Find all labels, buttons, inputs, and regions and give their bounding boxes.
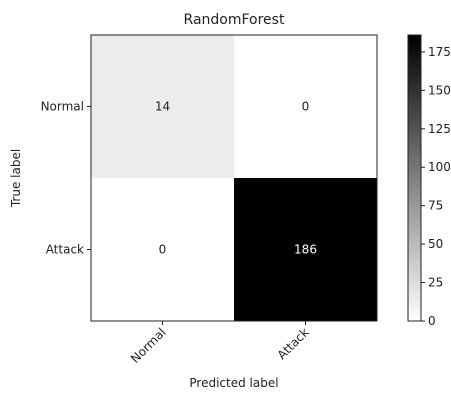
colorbar-tick-label: 0 xyxy=(428,314,436,328)
heatmap-cell xyxy=(234,35,377,178)
cell-value-label: 0 xyxy=(159,243,167,257)
heatmap-cells xyxy=(91,35,377,321)
heatmap-cell xyxy=(91,35,234,178)
colorbar xyxy=(407,34,422,322)
y-tick-label: Normal xyxy=(41,100,84,114)
colorbar-tick-label: 50 xyxy=(428,237,443,251)
cell-value-label: 0 xyxy=(302,100,310,114)
x-tick-label: Attack xyxy=(275,325,312,362)
heatmap-cell xyxy=(234,178,377,321)
y-axis-label: True label xyxy=(9,149,23,208)
colorbar-tick-label: 100 xyxy=(428,160,451,174)
colorbar-tick-label: 175 xyxy=(428,45,451,59)
plot-frame xyxy=(90,34,378,322)
cell-value-labels: 14 0 0 186 xyxy=(155,100,317,257)
x-tick-label: Normal xyxy=(128,325,169,366)
heatmap-cell xyxy=(91,178,234,321)
y-tick-label: Attack xyxy=(46,243,84,257)
y-axis-ticks: Normal Attack xyxy=(41,100,91,257)
cell-value-label: 14 xyxy=(155,100,170,114)
colorbar-tick-label: 125 xyxy=(428,122,451,136)
colorbar-tick-label: 25 xyxy=(428,276,443,290)
colorbar-tick-label: 150 xyxy=(428,83,451,97)
x-axis-label: Predicted label xyxy=(189,376,278,390)
x-axis-ticks: Normal Attack xyxy=(128,321,312,366)
colorbar-tick-label: 75 xyxy=(428,199,443,213)
chart-title: RandomForest xyxy=(184,12,285,28)
cell-value-label: 186 xyxy=(294,243,317,257)
colorbar-ticks: 0 25 50 75 100 125 150 175 xyxy=(421,45,451,328)
